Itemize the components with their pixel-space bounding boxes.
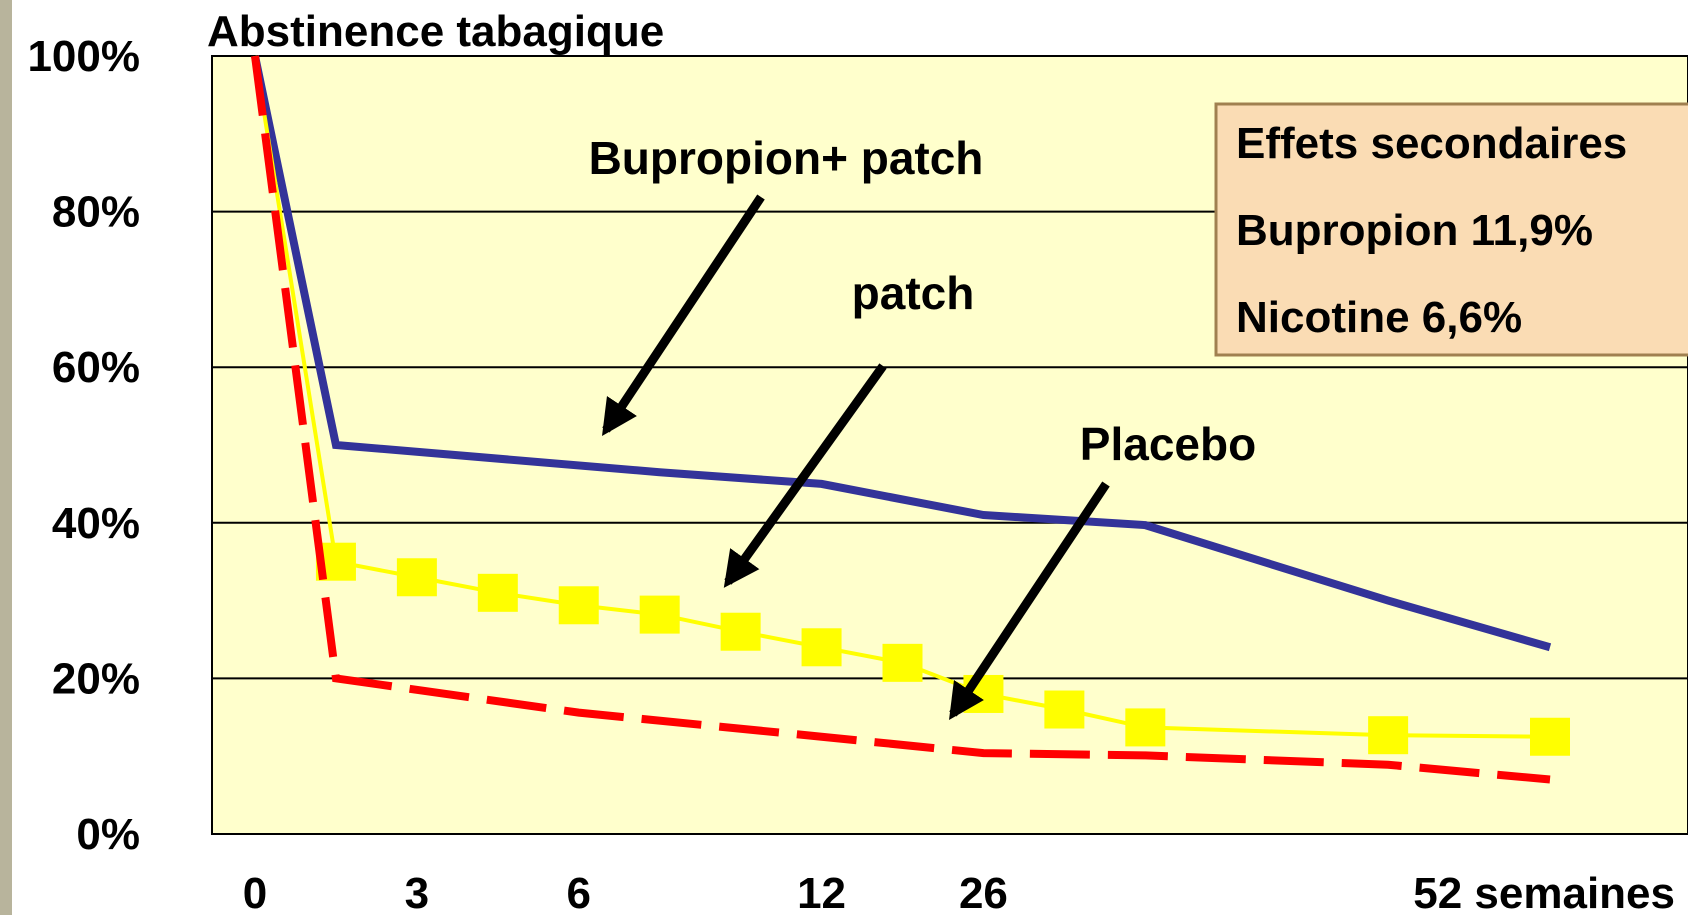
side-strip — [0, 0, 12, 915]
chart-title: Abstinence tabagique — [207, 7, 664, 56]
x-tick-label: 12 — [797, 869, 846, 915]
x-tick-label: 26 — [959, 869, 1008, 915]
point-marker — [1044, 690, 1085, 729]
point-marker — [639, 595, 680, 634]
y-tick-label: 80% — [52, 188, 140, 237]
series-label: Placebo — [1080, 418, 1256, 470]
y-tick-label: 60% — [52, 343, 140, 392]
y-tick-label: 100% — [27, 32, 140, 81]
arrow — [723, 363, 887, 588]
annotation: Nicotine 6,6% — [1236, 293, 1522, 342]
point-marker — [720, 612, 761, 651]
x-tick-label: 0 — [243, 869, 267, 915]
point-marker — [1530, 717, 1570, 756]
arrow — [602, 194, 765, 436]
arrow — [949, 481, 1110, 720]
point-marker — [558, 586, 599, 625]
x-tick-label: 6 — [567, 869, 591, 915]
y-tick-label: 20% — [52, 654, 140, 703]
series-label: patch — [852, 267, 975, 319]
point-marker — [801, 628, 842, 667]
point-marker — [396, 558, 437, 597]
y-tick-label: 40% — [52, 499, 140, 548]
series-line — [251, 55, 1551, 784]
x-tick-label: 52 semaines — [1413, 869, 1675, 915]
legend-box — [1214, 102, 1688, 357]
arrows — [602, 194, 1110, 720]
x-tick-label: 3 — [405, 869, 429, 915]
point-marker — [882, 643, 923, 682]
point-marker — [1125, 708, 1166, 747]
y-tick-label: 0% — [76, 810, 140, 859]
annotation: Bupropion 11,9% — [1236, 206, 1593, 255]
annotation: Effets secondaires — [1236, 119, 1627, 168]
series-line — [251, 55, 1552, 652]
point-marker — [477, 573, 518, 612]
point-marker — [1368, 716, 1409, 755]
series-label: Bupropion+ patch — [589, 132, 984, 184]
